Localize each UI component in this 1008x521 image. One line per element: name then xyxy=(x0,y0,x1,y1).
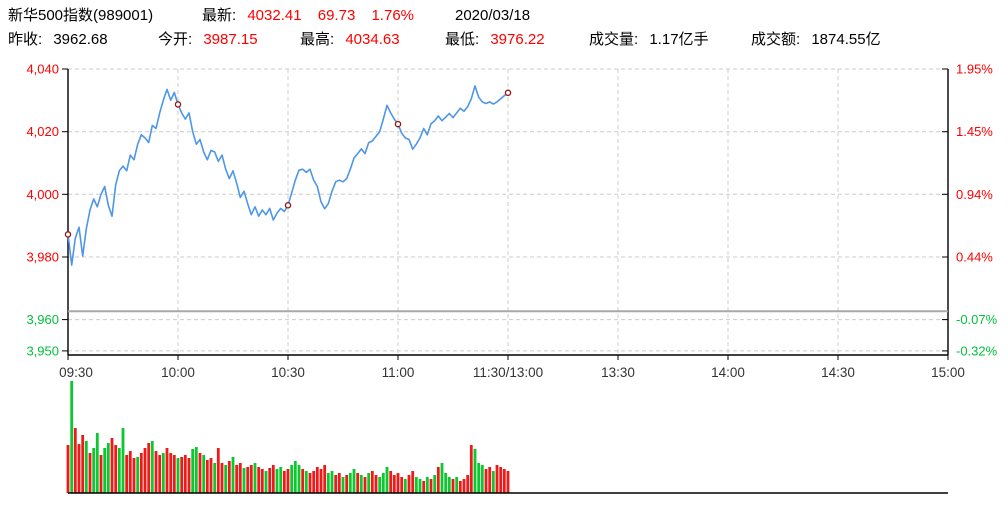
axes xyxy=(62,68,949,360)
low-value: 3976.22 xyxy=(490,31,545,48)
stat-high: 最高: 4034.63 xyxy=(300,30,400,50)
x-axis-time-label: 11:00 xyxy=(382,365,415,380)
volume-bars xyxy=(66,381,510,493)
x-axis-time-label: 09:30 xyxy=(59,365,93,380)
x-axis-time-label: 10:00 xyxy=(161,365,195,380)
intraday-chart[interactable]: 4,040 1.95% 4,020 1.45% 4,000 0.94% 3,980 0.44%… xyxy=(0,50,1008,516)
y-axis-price-label: 3,950 xyxy=(26,343,59,358)
y-axis-price-label: 3,980 xyxy=(26,250,59,265)
x-axis-time-label: 10:30 xyxy=(271,365,305,380)
trade-date: 2020/03/18 xyxy=(455,7,531,24)
x-axis-time-label: 11:30/13:00 xyxy=(473,365,543,380)
header-row-1: 新华500指数(989001) 最新: 4032.41 69.73 1.76% … xyxy=(0,6,1008,26)
volume-value: 1.17亿手 xyxy=(649,31,709,48)
y-axis-percent-label: 0.44% xyxy=(956,250,993,265)
stat-low: 最低: 3976.22 xyxy=(445,30,545,50)
index-title: 新华500指数(989001) xyxy=(8,7,154,24)
y-axis-price-label: 4,020 xyxy=(26,124,59,139)
latest-label: 最新: xyxy=(202,7,237,24)
x-axis-time-label: 15:00 xyxy=(931,365,965,380)
y-axis-percent-label: 1.95% xyxy=(956,62,993,77)
gridlines xyxy=(68,68,948,355)
turnover-value: 1874.55亿 xyxy=(811,31,881,48)
header-row-2: 昨收: 3962.68 今开: 3987.15 最高: 4034.63 最低: … xyxy=(0,30,1008,50)
stat-open: 今开: 3987.15 xyxy=(158,30,258,50)
y-axis-price-label: 4,000 xyxy=(26,187,59,202)
prev-close-label: 昨收: xyxy=(8,31,43,48)
prev-close-value: 3962.68 xyxy=(53,31,108,48)
open-label: 今开: xyxy=(158,31,193,48)
change-percent: 1.76% xyxy=(371,7,415,24)
stat-volume: 成交量: 1.17亿手 xyxy=(589,30,709,50)
x-axis-time-label: 14:30 xyxy=(821,365,855,380)
axis-labels: 4,040 1.95% 4,020 1.45% 4,000 0.94% 3,980 0.44%… xyxy=(26,62,997,381)
x-axis-time-label: 14:00 xyxy=(711,365,745,380)
latest-group: 最新: 4032.41 69.73 1.76% xyxy=(202,6,414,26)
low-label: 最低: xyxy=(445,31,480,48)
intraday-chart-svg: 4,040 1.95% 4,020 1.45% 4,000 0.94% 3,980 0.44%… xyxy=(26,62,998,494)
x-axis-time-label: 13:30 xyxy=(601,365,635,380)
stat-turnover: 成交额: 1874.55亿 xyxy=(751,30,881,50)
volume-label: 成交量: xyxy=(589,31,639,48)
y-axis-percent-label: 1.45% xyxy=(956,124,993,139)
y-axis-price-label: 4,040 xyxy=(26,62,59,77)
latest-value: 4032.41 xyxy=(247,7,302,24)
y-axis-percent-label: -0.32% xyxy=(956,343,998,358)
high-value: 4034.63 xyxy=(345,31,400,48)
y-axis-percent-label: -0.07% xyxy=(956,312,998,327)
y-axis-price-label: 3,960 xyxy=(26,312,59,327)
high-label: 最高: xyxy=(300,31,335,48)
price-markers xyxy=(64,89,512,238)
change-value: 69.73 xyxy=(317,7,356,24)
turnover-label: 成交额: xyxy=(751,31,801,48)
open-value: 3987.15 xyxy=(203,31,258,48)
y-axis-percent-label: 0.94% xyxy=(956,187,993,202)
stat-prev-close: 昨收: 3962.68 xyxy=(8,30,108,50)
